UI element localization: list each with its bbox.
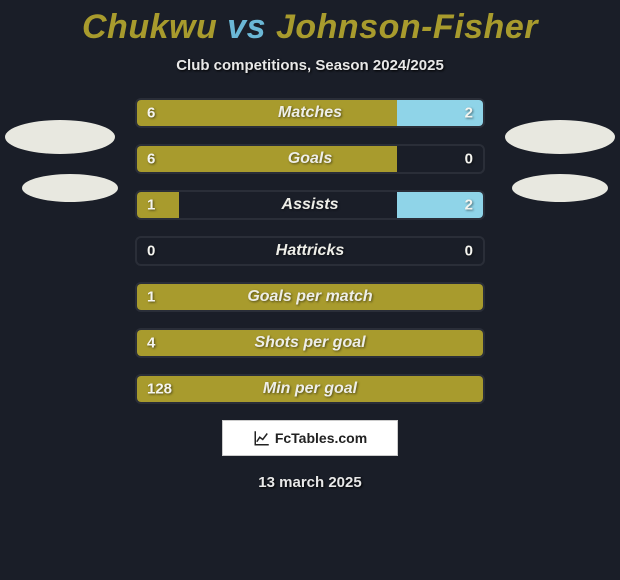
comparison-title: Chukwu vs Johnson-Fisher <box>0 0 620 47</box>
comparison-bars: 6 2 Matches 6 0 Goals 1 2 Assists 0 0 Hattricks 1 Goa… <box>135 98 485 404</box>
chart-icon <box>253 429 271 447</box>
vs-label: vs <box>227 8 266 46</box>
metric-label: Assists <box>282 196 339 214</box>
watermark-badge: FcTables.com <box>222 420 398 456</box>
player2-name: Johnson-Fisher <box>276 8 538 46</box>
left-fill <box>137 192 179 218</box>
right-value: 0 <box>465 151 473 168</box>
stat-row: 4 Shots per goal <box>135 328 485 358</box>
metric-label: Hattricks <box>276 242 344 260</box>
stat-row: 0 0 Hattricks <box>135 236 485 266</box>
date-label: 13 march 2025 <box>0 474 620 491</box>
stat-row: 1 Goals per match <box>135 282 485 312</box>
left-value: 6 <box>147 151 155 168</box>
left-value: 0 <box>147 243 155 260</box>
metric-label: Matches <box>278 104 342 122</box>
stat-row: 6 2 Matches <box>135 98 485 128</box>
left-value: 128 <box>147 381 172 398</box>
right-value: 2 <box>465 105 473 122</box>
left-fill <box>137 100 397 126</box>
player-photo-placeholder <box>5 120 115 154</box>
left-value: 1 <box>147 197 155 214</box>
metric-label: Shots per goal <box>254 334 365 352</box>
left-value: 4 <box>147 335 155 352</box>
watermark-text: FcTables.com <box>275 430 367 446</box>
metric-label: Goals per match <box>247 288 372 306</box>
subtitle: Club competitions, Season 2024/2025 <box>0 57 620 74</box>
metric-label: Goals <box>288 150 332 168</box>
player-photo-placeholder <box>505 120 615 154</box>
right-value: 2 <box>465 197 473 214</box>
right-value: 0 <box>465 243 473 260</box>
left-value: 6 <box>147 105 155 122</box>
stat-row: 6 0 Goals <box>135 144 485 174</box>
left-value: 1 <box>147 289 155 306</box>
stat-row: 1 2 Assists <box>135 190 485 220</box>
metric-label: Min per goal <box>263 380 357 398</box>
player-photo-placeholder <box>512 174 608 202</box>
player1-name: Chukwu <box>82 8 217 46</box>
player-photo-placeholder <box>22 174 118 202</box>
stat-row: 128 Min per goal <box>135 374 485 404</box>
left-fill <box>137 146 397 172</box>
